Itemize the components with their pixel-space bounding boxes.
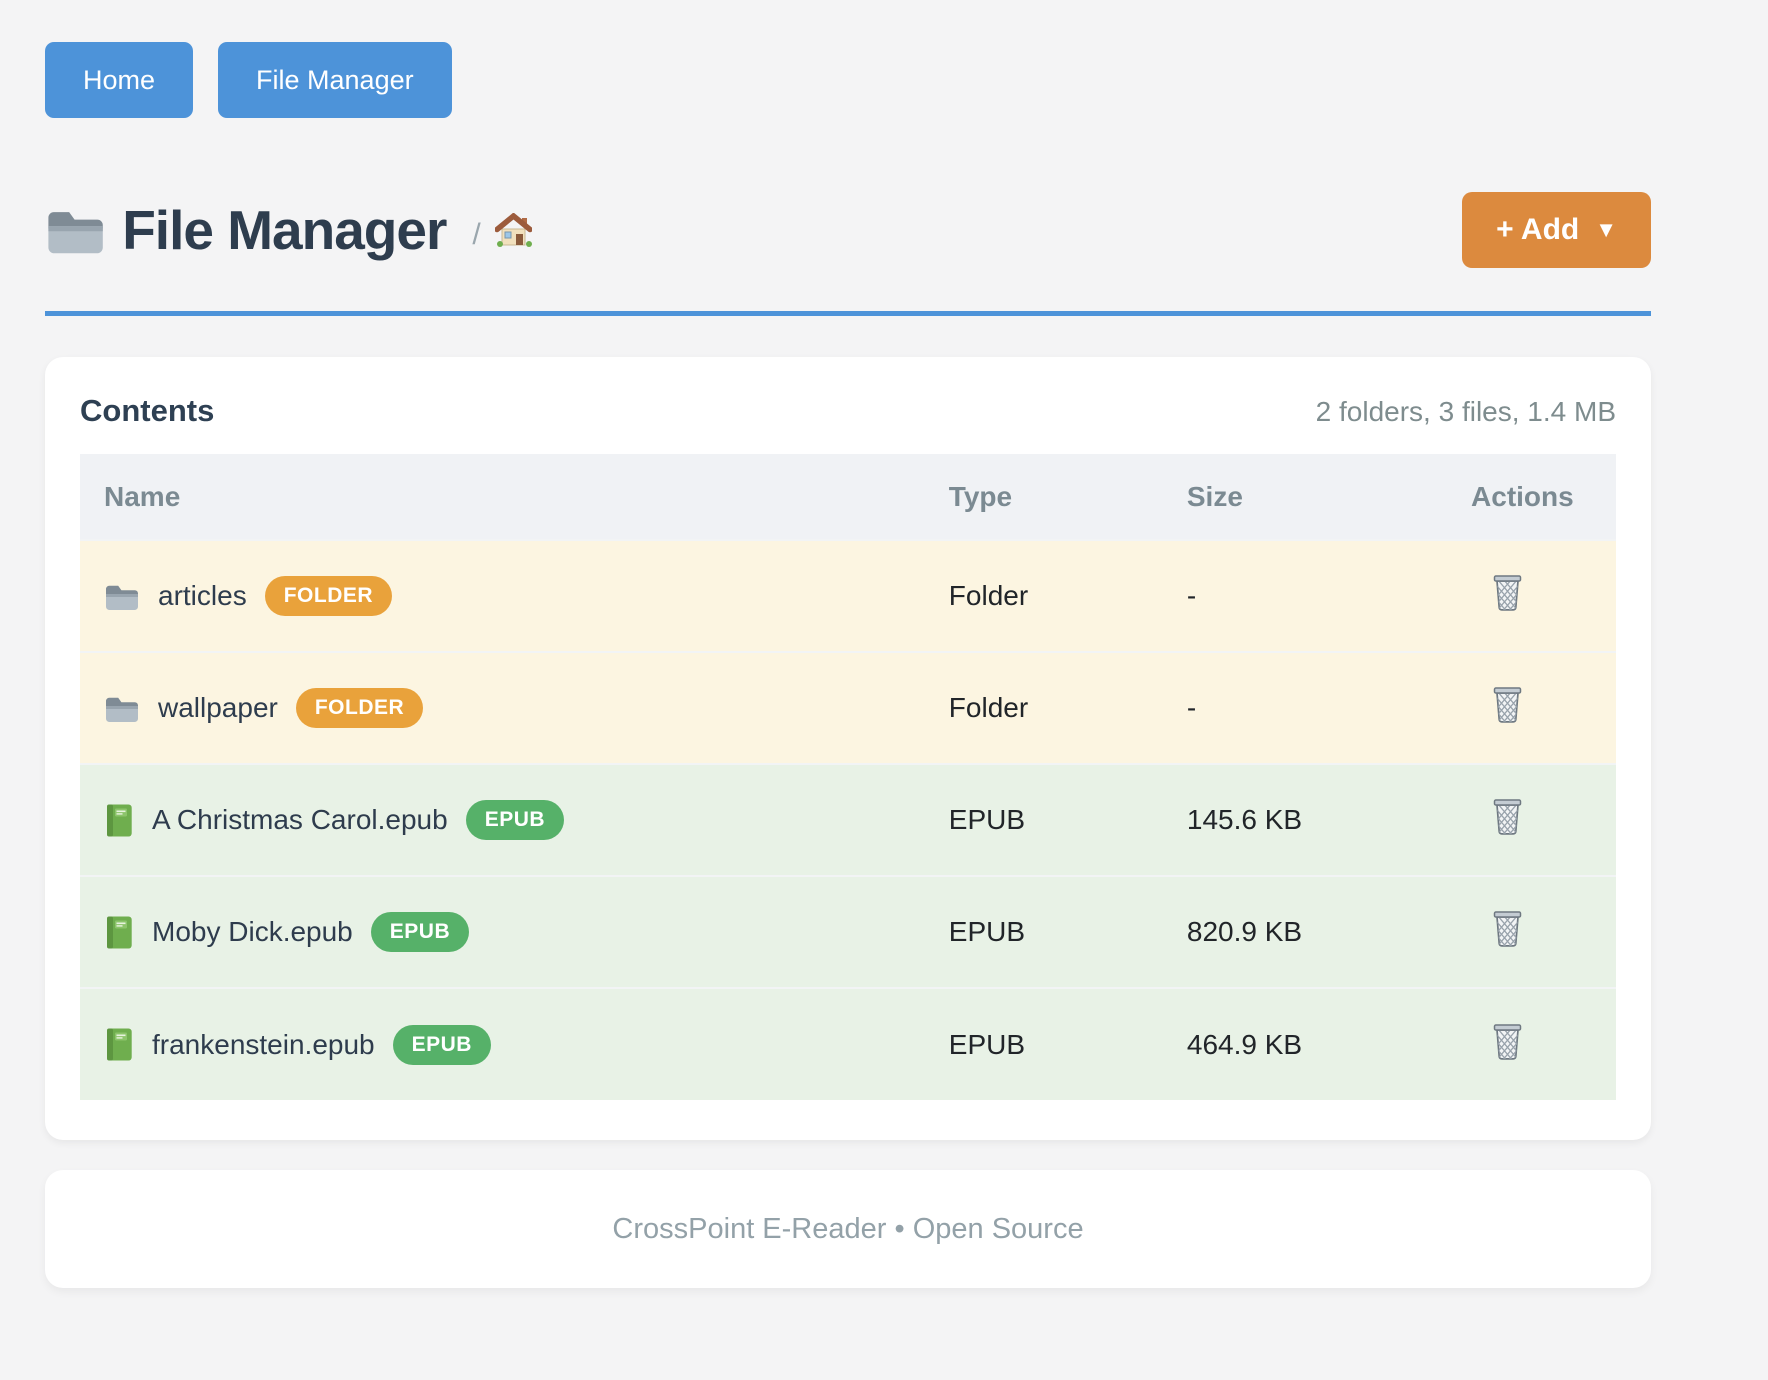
file-type: Folder	[924, 539, 1163, 652]
file-type-badge: FOLDER	[264, 576, 393, 616]
file-icon	[104, 915, 134, 950]
breadcrumb-separator: /	[472, 218, 481, 251]
file-icon	[104, 803, 134, 838]
file-type-badge: FOLDER	[295, 688, 424, 728]
file-type-badge: EPUB	[465, 800, 565, 840]
file-icon	[104, 1027, 134, 1062]
file-size: -	[1162, 539, 1448, 652]
add-button[interactable]: + Add ▼	[1462, 192, 1651, 268]
file-size: 145.6 KB	[1162, 763, 1448, 876]
file-table: Name Type Size Actions articles FOLDER F…	[80, 454, 1616, 1100]
delete-button[interactable]	[1491, 797, 1524, 836]
file-type: EPUB	[924, 875, 1163, 988]
column-header-actions: Actions	[1447, 454, 1616, 540]
add-button-label: + Add	[1496, 213, 1580, 246]
contents-title: Contents	[80, 393, 215, 428]
page: Home File Manager File Manager / + Add ▼…	[45, 0, 1651, 1288]
contents-card: Contents 2 folders, 3 files, 1.4 MB Name…	[45, 357, 1651, 1140]
file-size: 464.9 KB	[1162, 987, 1448, 1100]
file-name: A Christmas Carol.epub	[152, 804, 448, 835]
trash-icon	[1491, 573, 1524, 612]
contents-summary: 2 folders, 3 files, 1.4 MB	[1315, 396, 1616, 427]
file-name: frankenstein.epub	[152, 1028, 375, 1060]
file-type: EPUB	[924, 987, 1163, 1100]
delete-button[interactable]	[1491, 1022, 1524, 1061]
trash-icon	[1491, 797, 1524, 836]
top-nav: Home File Manager	[45, 42, 1651, 118]
page-header: File Manager / + Add ▼	[45, 190, 1651, 270]
column-header-type: Type	[924, 454, 1163, 540]
file-type-badge: EPUB	[370, 912, 470, 952]
home-icon[interactable]	[494, 212, 532, 248]
table-row[interactable]: A Christmas Carol.epub EPUB EPUB 145.6 K…	[80, 763, 1616, 876]
file-size: 820.9 KB	[1162, 875, 1448, 988]
delete-button[interactable]	[1491, 573, 1524, 612]
file-icon	[104, 581, 140, 612]
file-name: wallpaper	[158, 692, 278, 723]
contents-table-body: articles FOLDER Folder - wallpaper FOLD	[80, 539, 1616, 1100]
delete-button[interactable]	[1491, 685, 1524, 724]
column-header-size: Size	[1162, 454, 1448, 540]
table-row[interactable]: articles FOLDER Folder -	[80, 539, 1616, 652]
table-row[interactable]: frankenstein.epub EPUB EPUB 464.9 KB	[80, 987, 1616, 1100]
column-header-name: Name	[80, 454, 925, 540]
file-name: articles	[158, 580, 247, 611]
nav-file-manager-button[interactable]: File Manager	[218, 42, 452, 118]
file-type: Folder	[924, 651, 1163, 764]
file-size: -	[1162, 651, 1448, 764]
nav-home-button[interactable]: Home	[45, 42, 194, 118]
file-name: Moby Dick.epub	[152, 916, 353, 947]
footer: CrossPoint E-Reader • Open Source	[45, 1170, 1651, 1288]
file-type: EPUB	[924, 763, 1163, 876]
title-divider	[45, 311, 1651, 316]
table-row[interactable]: wallpaper FOLDER Folder -	[80, 651, 1616, 764]
chevron-down-icon: ▼	[1595, 217, 1617, 242]
footer-text: CrossPoint E-Reader • Open Source	[612, 1212, 1084, 1245]
page-title: File Manager	[122, 199, 447, 261]
table-row[interactable]: Moby Dick.epub EPUB EPUB 820.9 KB	[80, 875, 1616, 988]
trash-icon	[1491, 685, 1524, 724]
trash-icon	[1491, 909, 1524, 948]
delete-button[interactable]	[1491, 909, 1524, 948]
file-type-badge: EPUB	[392, 1024, 491, 1065]
trash-icon	[1491, 1022, 1524, 1061]
file-icon	[104, 693, 140, 724]
folder-icon	[45, 204, 106, 257]
